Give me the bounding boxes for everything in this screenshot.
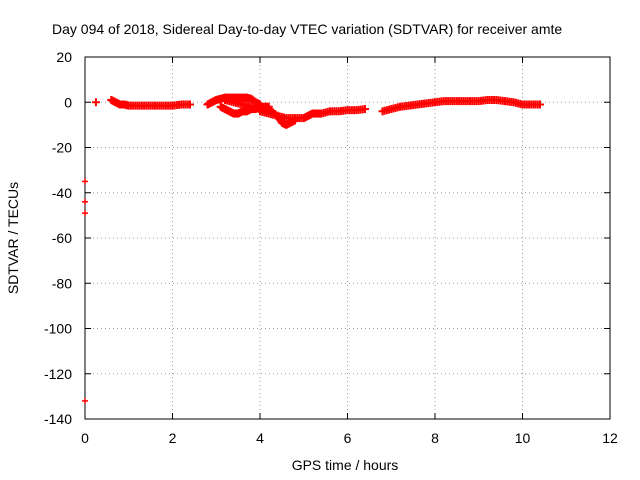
ticks-layer bbox=[84, 56, 611, 420]
y-axis-label: SDTVAR / TECUs bbox=[5, 182, 21, 294]
y-tick-label: -40 bbox=[52, 185, 72, 201]
x-tick-label: 6 bbox=[344, 430, 352, 446]
x-tick-label: 2 bbox=[169, 430, 177, 446]
grid-layer bbox=[85, 57, 610, 419]
y-tick-label: -20 bbox=[52, 140, 72, 156]
data-point bbox=[361, 105, 369, 114]
outlier-point bbox=[82, 198, 88, 205]
data-point bbox=[536, 100, 544, 109]
y-tick-label: -80 bbox=[52, 275, 72, 291]
x-tick-label: 12 bbox=[602, 430, 618, 446]
y-tick-label: -60 bbox=[52, 230, 72, 246]
x-tick-label: 8 bbox=[431, 430, 439, 446]
data-layer bbox=[82, 93, 544, 404]
y-tick-label: -140 bbox=[44, 411, 72, 427]
x-tick-label: 4 bbox=[256, 430, 264, 446]
y-tick-label: -100 bbox=[44, 321, 72, 337]
outlier-point bbox=[82, 397, 88, 404]
x-axis-label: GPS time / hours bbox=[292, 457, 399, 473]
outlier-point bbox=[82, 178, 88, 185]
chart-title: Day 094 of 2018, Sidereal Day-to-day VTE… bbox=[52, 21, 562, 37]
data-point bbox=[186, 100, 194, 109]
y-tick-label: 20 bbox=[56, 49, 72, 65]
x-tick-label: 10 bbox=[515, 430, 531, 446]
data-point bbox=[91, 98, 100, 107]
tick-labels-layer: 0 2 4 6 8 10 12 20 0 -20 -40 -60 -80 -100 -120 -140 bbox=[44, 49, 618, 446]
x-tick-label: 0 bbox=[81, 430, 89, 446]
y-tick-label: -120 bbox=[44, 366, 72, 382]
y-tick-label: 0 bbox=[64, 94, 72, 110]
outlier-point bbox=[82, 210, 88, 217]
